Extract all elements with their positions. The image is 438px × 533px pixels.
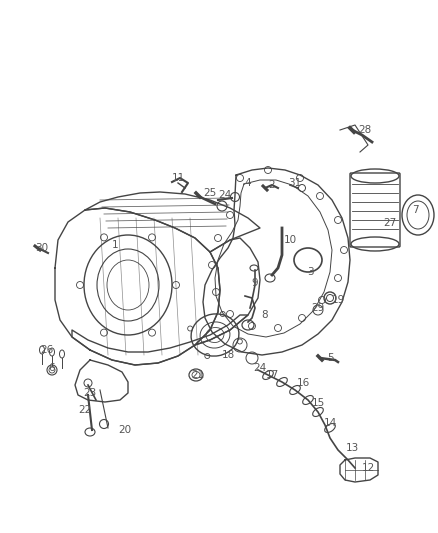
Text: 29: 29 bbox=[311, 303, 325, 313]
Text: 18: 18 bbox=[221, 350, 235, 360]
Text: 8: 8 bbox=[261, 310, 268, 320]
Text: 4: 4 bbox=[245, 178, 251, 188]
Text: 17: 17 bbox=[265, 370, 279, 380]
Text: 28: 28 bbox=[358, 125, 371, 135]
Text: 19: 19 bbox=[332, 295, 345, 305]
Text: 20: 20 bbox=[118, 425, 131, 435]
Text: 25: 25 bbox=[203, 188, 217, 198]
Text: 22: 22 bbox=[78, 405, 92, 415]
Text: 10: 10 bbox=[283, 235, 297, 245]
Text: 13: 13 bbox=[346, 443, 359, 453]
Text: 6: 6 bbox=[49, 363, 55, 373]
Text: 14: 14 bbox=[323, 418, 337, 428]
Text: 31: 31 bbox=[288, 178, 302, 188]
Text: 7: 7 bbox=[412, 205, 418, 215]
Text: 12: 12 bbox=[361, 463, 374, 473]
Text: 15: 15 bbox=[311, 398, 325, 408]
Text: 30: 30 bbox=[35, 243, 49, 253]
Text: 27: 27 bbox=[383, 218, 397, 228]
Text: 16: 16 bbox=[297, 378, 310, 388]
Text: 2: 2 bbox=[268, 180, 276, 190]
Text: 21: 21 bbox=[191, 370, 205, 380]
Text: 24: 24 bbox=[219, 190, 232, 200]
Text: 23: 23 bbox=[83, 388, 97, 398]
Text: 3: 3 bbox=[307, 267, 313, 277]
Text: 5: 5 bbox=[327, 353, 333, 363]
Text: 1: 1 bbox=[112, 240, 118, 250]
Text: 26: 26 bbox=[40, 345, 53, 355]
Text: 11: 11 bbox=[171, 173, 185, 183]
Text: 9: 9 bbox=[252, 278, 258, 288]
Text: 24: 24 bbox=[253, 363, 267, 373]
